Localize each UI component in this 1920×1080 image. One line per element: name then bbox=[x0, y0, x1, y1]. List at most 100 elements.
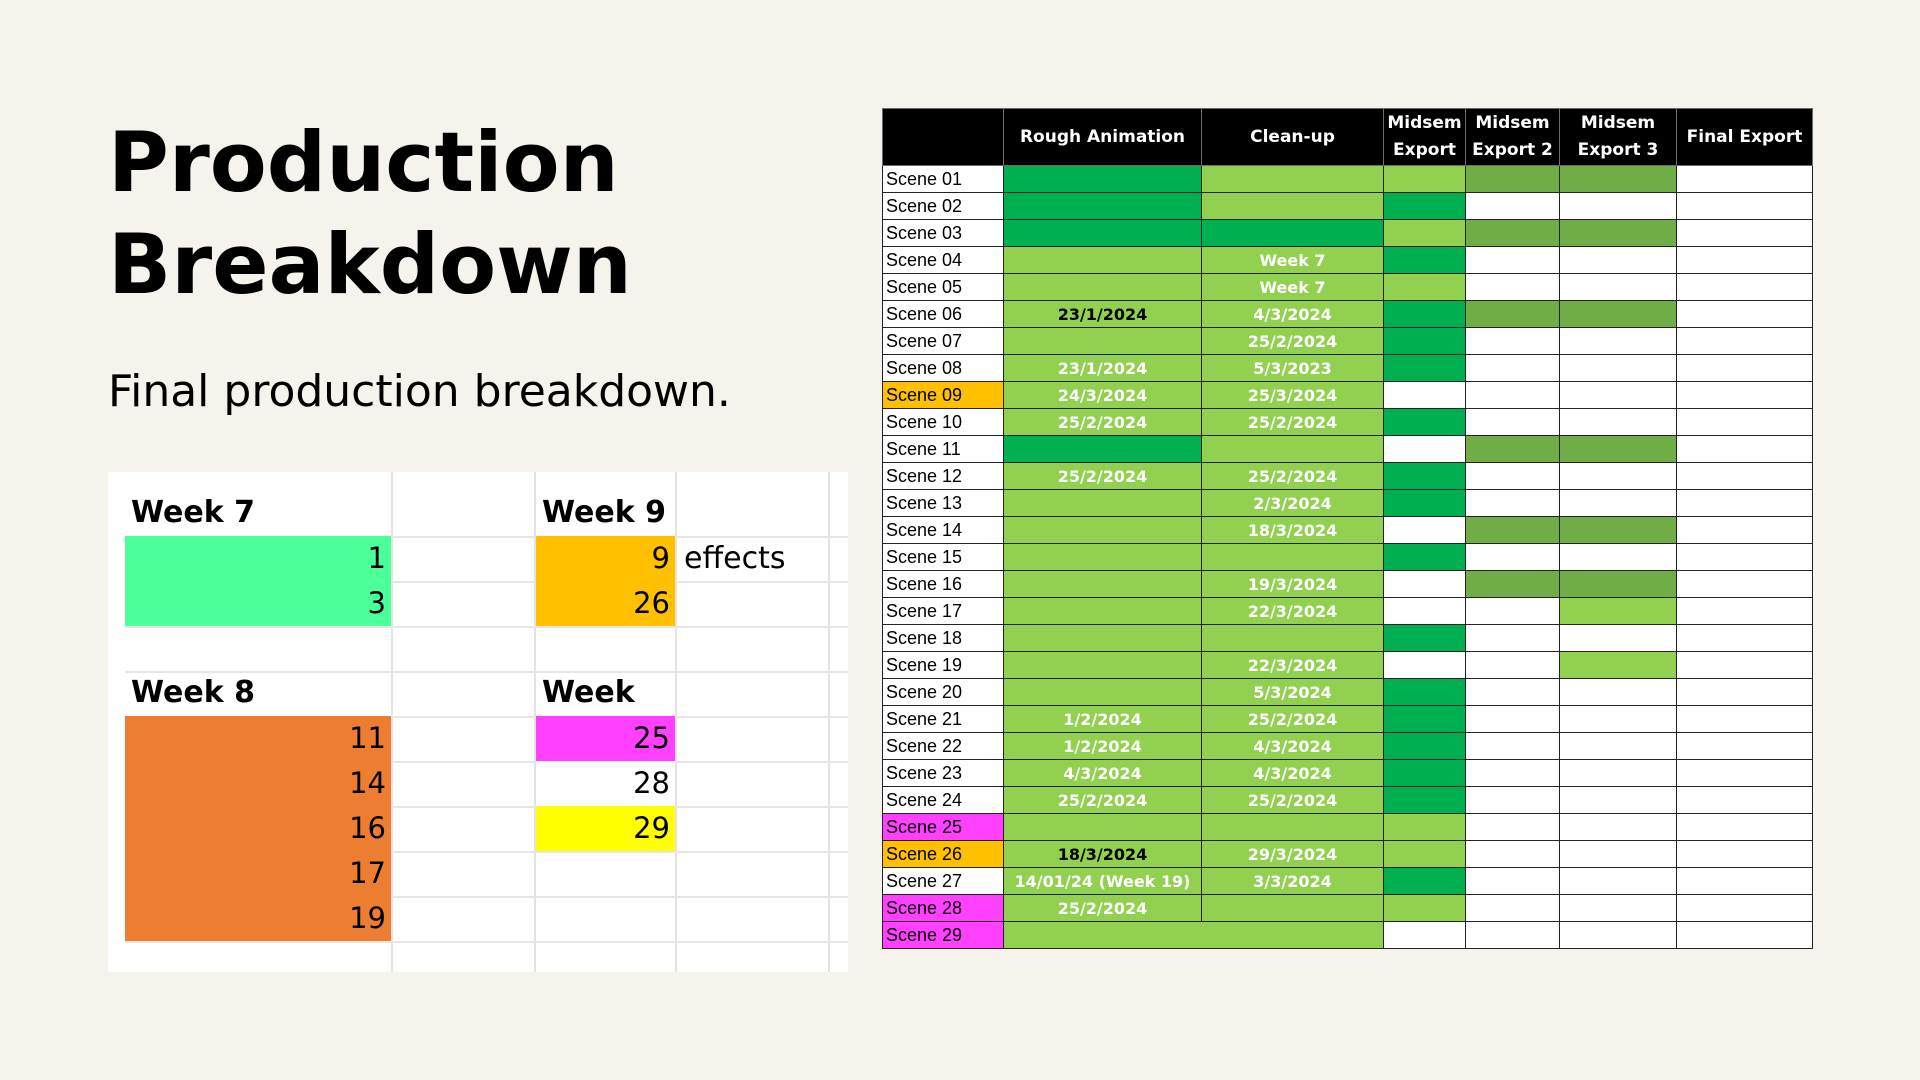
midsem-export-cell bbox=[1383, 705, 1466, 733]
sheet-gridline bbox=[125, 536, 848, 538]
table-row: Scene 17 22/3/2024 bbox=[882, 597, 1813, 625]
midsem-export-3-cell bbox=[1559, 597, 1677, 625]
midsem-export-2-cell bbox=[1465, 327, 1560, 355]
scene-name-cell: Scene 05 bbox=[882, 273, 1004, 301]
table-row: Scene 14 18/3/2024 bbox=[882, 516, 1813, 544]
scene-name-cell: Scene 25 bbox=[882, 813, 1004, 841]
scene-name-cell: Scene 24 bbox=[882, 786, 1004, 814]
clean-up-cell: 22/3/2024 bbox=[1201, 597, 1384, 625]
table-row: Scene 10 25/2/2024 25/2/2024 bbox=[882, 408, 1813, 436]
midsem-export-3-cell bbox=[1559, 381, 1677, 409]
final-export-cell bbox=[1676, 867, 1813, 895]
table-row: Scene 24 25/2/2024 25/2/2024 bbox=[882, 786, 1813, 814]
midsem-export-3-cell bbox=[1559, 462, 1677, 490]
header-midsem-export-2: Midsem Export 2 bbox=[1465, 108, 1560, 166]
scene-name-cell: Scene 10 bbox=[882, 408, 1004, 436]
rough-animation-cell bbox=[1003, 543, 1202, 571]
clean-up-cell: 25/2/2024 bbox=[1201, 705, 1384, 733]
midsem-export-cell bbox=[1383, 516, 1466, 544]
rough-animation-cell bbox=[1003, 489, 1202, 517]
header-line: Export 2 bbox=[1472, 140, 1553, 160]
page-subtitle: Final production breakdown. bbox=[108, 366, 731, 417]
midsem-export-2-cell bbox=[1465, 381, 1560, 409]
final-export-cell bbox=[1676, 921, 1813, 949]
rough-animation-cell: 1/2/2024 bbox=[1003, 705, 1202, 733]
table-row: Scene 22 1/2/2024 4/3/2024 bbox=[882, 732, 1813, 760]
midsem-export-2-cell bbox=[1465, 246, 1560, 274]
week8-heading: Week 8 bbox=[131, 675, 255, 710]
midsem-export-cell bbox=[1383, 489, 1466, 517]
midsem-export-2-cell bbox=[1465, 705, 1560, 733]
scene-name-cell: Scene 11 bbox=[882, 435, 1004, 463]
midsem-export-cell bbox=[1383, 894, 1466, 922]
header-rough-animation: Rough Animation bbox=[1003, 108, 1202, 166]
sheet-gridline bbox=[125, 806, 848, 808]
final-export-cell bbox=[1676, 435, 1813, 463]
sheet-gridline bbox=[125, 851, 848, 853]
sheet-gridline bbox=[125, 671, 848, 673]
midsem-export-2-cell bbox=[1465, 408, 1560, 436]
week8-scene: 19 bbox=[125, 896, 391, 941]
final-export-cell bbox=[1676, 705, 1813, 733]
table-row: Scene 08 23/1/2024 5/3/2023 bbox=[882, 354, 1813, 382]
scene-name-cell: Scene 03 bbox=[882, 219, 1004, 247]
final-export-cell bbox=[1676, 300, 1813, 328]
final-export-cell bbox=[1676, 408, 1813, 436]
midsem-export-cell bbox=[1383, 435, 1466, 463]
week9-scene: 9 bbox=[536, 536, 675, 581]
scene-name-cell: Scene 14 bbox=[882, 516, 1004, 544]
rough-animation-cell: 18/3/2024 bbox=[1003, 840, 1202, 868]
final-export-cell bbox=[1676, 597, 1813, 625]
clean-up-cell: 25/2/2024 bbox=[1201, 327, 1384, 355]
rough-animation-cell: 1/2/2024 bbox=[1003, 732, 1202, 760]
midsem-export-3-cell bbox=[1559, 327, 1677, 355]
sheet-gridline bbox=[125, 626, 848, 628]
rough-animation-cell bbox=[1003, 624, 1202, 652]
final-export-cell bbox=[1676, 678, 1813, 706]
midsem-export-3-cell bbox=[1559, 246, 1677, 274]
midsem-export-2-cell bbox=[1465, 840, 1560, 868]
scene-name-cell: Scene 06 bbox=[882, 300, 1004, 328]
final-export-cell bbox=[1676, 246, 1813, 274]
table-row: Scene 02 bbox=[882, 192, 1813, 220]
final-export-cell bbox=[1676, 354, 1813, 382]
clean-up-cell bbox=[1201, 543, 1384, 571]
midsem-export-3-cell bbox=[1559, 921, 1677, 949]
week7-scene: 3 bbox=[125, 581, 391, 626]
table-row: Scene 19 22/3/2024 bbox=[882, 651, 1813, 679]
midsem-export-cell bbox=[1383, 786, 1466, 814]
midsem-export-cell bbox=[1383, 651, 1466, 679]
midsem-export-3-cell bbox=[1559, 570, 1677, 598]
clean-up-cell bbox=[1201, 435, 1384, 463]
midsem-export-3-cell bbox=[1559, 165, 1677, 193]
week8-scene: 14 bbox=[125, 761, 391, 806]
table-row: Scene 21 1/2/2024 25/2/2024 bbox=[882, 705, 1813, 733]
midsem-export-cell bbox=[1383, 813, 1466, 841]
final-export-cell bbox=[1676, 273, 1813, 301]
midsem-export-cell bbox=[1383, 354, 1466, 382]
scene-name-cell: Scene 09 bbox=[882, 381, 1004, 409]
scene-name-cell: Scene 29 bbox=[882, 921, 1004, 949]
week9-note: effects bbox=[684, 541, 786, 576]
midsem-export-2-cell bbox=[1465, 732, 1560, 760]
midsem-export-cell bbox=[1383, 192, 1466, 220]
week8-scene: 16 bbox=[125, 806, 391, 851]
midsem-export-cell bbox=[1383, 381, 1466, 409]
clean-up-cell: 25/2/2024 bbox=[1201, 408, 1384, 436]
sheet-gridline bbox=[534, 472, 536, 972]
page-title-text: Production Breakdown bbox=[108, 114, 632, 313]
midsem-export-2-cell bbox=[1465, 597, 1560, 625]
clean-up-cell: Week 7 bbox=[1201, 246, 1384, 274]
scene-name-cell: Scene 16 bbox=[882, 570, 1004, 598]
midsem-export-3-cell bbox=[1559, 516, 1677, 544]
scene-name-cell: Scene 02 bbox=[882, 192, 1004, 220]
final-export-cell bbox=[1676, 894, 1813, 922]
table-row: Scene 06 23/1/2024 4/3/2024 bbox=[882, 300, 1813, 328]
rough-animation-cell: 25/2/2024 bbox=[1003, 462, 1202, 490]
clean-up-cell: 2/3/2024 bbox=[1201, 489, 1384, 517]
clean-up-cell: 4/3/2024 bbox=[1201, 300, 1384, 328]
scene-name-cell: Scene 04 bbox=[882, 246, 1004, 274]
midsem-export-2-cell bbox=[1465, 813, 1560, 841]
midsem-export-cell bbox=[1383, 759, 1466, 787]
midsem-export-3-cell bbox=[1559, 273, 1677, 301]
